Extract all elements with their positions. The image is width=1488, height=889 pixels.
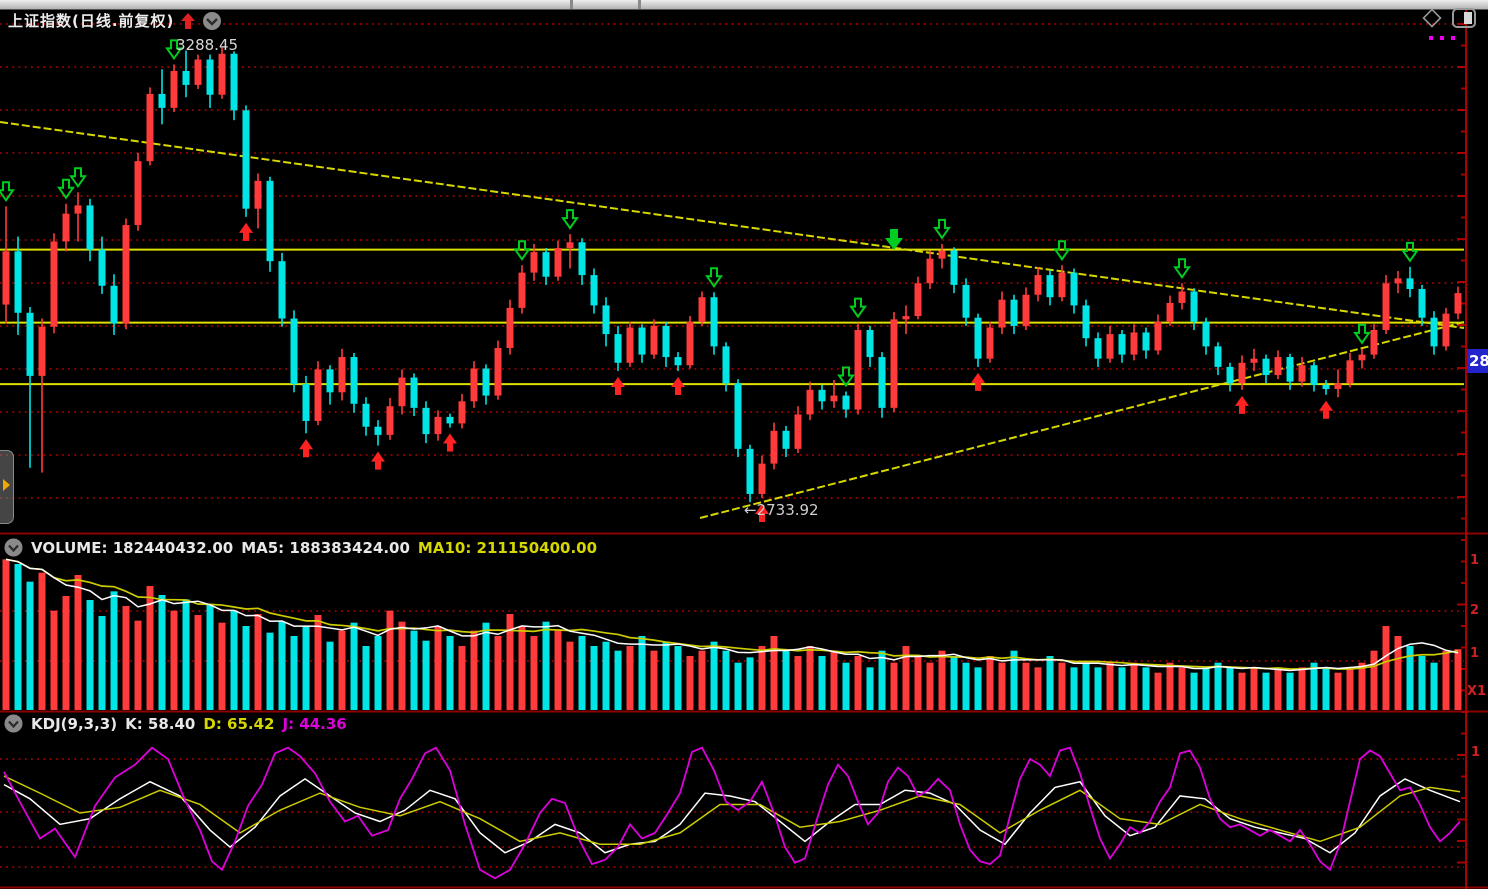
- axis-label-clipped: 1: [1470, 553, 1480, 568]
- collapse-main-icon[interactable]: [202, 11, 222, 31]
- sell-arrow-icon: [69, 167, 87, 189]
- expand-right-icon: [3, 479, 10, 491]
- buy-arrow-icon: [239, 222, 253, 241]
- buy-arrow-icon: [371, 451, 385, 470]
- volume-ma-lines: [5, 558, 1459, 672]
- volume-bars[interactable]: [2, 559, 1462, 710]
- sell-arrow-icon: [1401, 241, 1419, 263]
- buy-arrow-icon: [971, 372, 985, 391]
- kdj-j-value: J: 44.36: [282, 714, 347, 733]
- sell-arrow-icon: [0, 181, 15, 202]
- volume-ma10-value: MA10: 211150400.00: [417, 538, 598, 557]
- diamond-icon[interactable]: [1420, 6, 1444, 30]
- sell-arrow-icon: [933, 218, 951, 240]
- sell-arrow-icon: [849, 297, 867, 319]
- axis-label-clipped: 1: [1470, 646, 1480, 661]
- volume-pane-header: VOLUME: 182440432.00 MA5: 188383424.00 M…: [4, 538, 597, 557]
- axis-label-clipped: 2: [1470, 603, 1480, 618]
- menu-dots-icon[interactable]: [1429, 36, 1455, 40]
- page-title: 上证指数(日线.前复权): [8, 12, 175, 30]
- kdj-j-line: [3, 746, 1461, 880]
- volume-ma5-line: [5, 558, 1459, 672]
- low-price-label: ←2733.92: [744, 501, 819, 519]
- sell-arrow-icon: [705, 267, 723, 289]
- panel-toggle-icon[interactable]: [1451, 6, 1477, 30]
- sell-arrow-icon: [165, 39, 183, 61]
- sell-arrow-icon: [837, 366, 855, 388]
- grid-lines: [0, 23, 1464, 868]
- trend-lines: [0, 121, 1465, 519]
- window-top-strip: [0, 0, 1488, 10]
- kdj-d-line: [3, 775, 1461, 845]
- buy-arrow-icon: [755, 504, 769, 523]
- volume-value: VOLUME: 182440432.00: [31, 538, 234, 557]
- kdj-k-line: [3, 778, 1461, 854]
- buy-arrow-icon: [1235, 395, 1249, 414]
- axis-label-x1: X1: [1467, 684, 1487, 699]
- window-tool-icons: [1420, 6, 1477, 30]
- sell-arrow-major-icon: [885, 228, 903, 250]
- collapse-volume-icon[interactable]: [4, 538, 23, 557]
- horizontal-price-lines: [0, 248, 1464, 386]
- sell-arrow-icon: [1173, 258, 1191, 280]
- sell-arrow-icon: [561, 209, 579, 230]
- strip-divider: [638, 0, 641, 9]
- side-panel-handle[interactable]: [0, 450, 14, 524]
- chart-title-row: 上证指数(日线.前复权): [8, 10, 222, 31]
- signal-arrows: [0, 39, 1419, 523]
- buy-arrow-icon: [611, 376, 625, 395]
- sell-arrow-icon: [1353, 323, 1371, 345]
- buy-arrow-icon: [671, 376, 685, 395]
- sell-arrow-icon: [1053, 240, 1071, 261]
- buy-arrow-icon: [299, 439, 313, 458]
- sell-arrow-icon: [513, 240, 531, 261]
- last-price-badge: 28: [1467, 349, 1488, 373]
- kdj-d-value: D: 65.42: [203, 714, 275, 733]
- sell-arrow-icon: [57, 178, 75, 200]
- high-price-label: 3288.45: [176, 36, 239, 54]
- axis-label-clipped: 1: [1471, 745, 1481, 760]
- kdj-k-value: K: 58.40: [125, 714, 196, 733]
- axes: [0, 9, 1488, 889]
- volume-ma5-value: MA5: 188383424.00: [241, 538, 410, 557]
- kdj-pane-header: KDJ(9,3,3) K: 58.40 D: 65.42 J: 44.36: [4, 714, 347, 733]
- buy-arrow-icon: [443, 433, 457, 452]
- up-arrow-icon: [181, 12, 196, 29]
- strip-divider: [570, 0, 573, 9]
- kdj-label: KDJ(9,3,3): [31, 714, 118, 733]
- candlestick-layer[interactable]: [2, 47, 1462, 503]
- buy-arrow-icon: [1319, 400, 1333, 419]
- collapse-kdj-icon[interactable]: [4, 714, 23, 733]
- kdj-lines[interactable]: [3, 746, 1461, 880]
